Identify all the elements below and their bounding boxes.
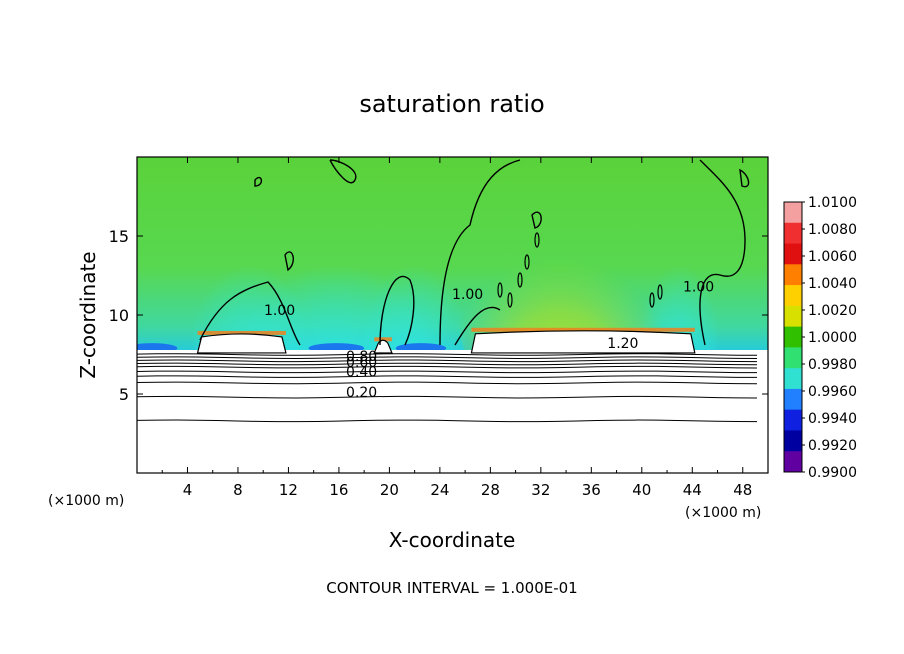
colorbar-label: 1.0100	[808, 195, 857, 211]
contour-cell	[497, 282, 503, 298]
colorbar-swatch	[784, 222, 802, 245]
contour-label: 0.20	[346, 385, 377, 401]
x-tick-label: 36	[582, 481, 601, 499]
colorbar-swatch	[784, 285, 802, 307]
cloud-top-fringe	[471, 327, 695, 332]
x-tick-label: 4	[183, 481, 193, 499]
colorbar-swatch	[784, 368, 802, 390]
x-tick-label: 40	[632, 481, 651, 499]
contour-label: 0.60	[346, 355, 377, 371]
contour-line	[137, 370, 758, 374]
x-tick-label: 16	[329, 481, 348, 499]
x-tick-label: 32	[531, 481, 550, 499]
contour-line	[137, 395, 758, 399]
x-tick-label: 20	[380, 481, 399, 499]
colorbar-swatch	[784, 264, 802, 286]
contour-cell	[524, 254, 530, 270]
contour-label: 1.00	[264, 303, 295, 319]
contour-label: 0.80	[346, 349, 377, 365]
cloud-region	[470, 330, 696, 354]
x-axis-label: X-coordinate	[389, 528, 516, 552]
colorbar-label: 0.9900	[808, 465, 857, 481]
colorbar-label: 1.0060	[808, 249, 857, 265]
x-tick-label: 48	[733, 481, 752, 499]
contour-labels: 1.20 1.00 1.00 1.00 0.800.600.40 0.20	[264, 279, 714, 401]
x-axis-unit-left: (×1000 m)	[48, 493, 124, 509]
contour-line	[137, 365, 758, 369]
contour-interval-note: CONTOUR INTERVAL = 1.000E-01	[326, 579, 577, 597]
colorbar-swatch	[784, 305, 802, 328]
contour-cell	[649, 292, 655, 308]
colorbar-swatch	[784, 326, 802, 348]
colorbar-swatch	[784, 202, 802, 224]
x-axis-ticks: 4 8 12 16 20 24 28 32 36 40 44 48	[161, 157, 752, 499]
colorbar-label: 0.9960	[808, 384, 857, 400]
y-axis-ticks: 5 10 15	[109, 227, 768, 404]
cloud-top-fringe	[197, 330, 286, 335]
x-tick-label: 44	[683, 481, 702, 499]
y-tick-label: 10	[109, 306, 129, 325]
colorbar-swatch	[784, 388, 802, 411]
contour-line-upper	[329, 159, 357, 184]
y-axis-label: Z-coordinate	[76, 251, 100, 378]
contour-line-upper	[454, 306, 501, 346]
contour-label: 1.20	[607, 336, 638, 352]
contour-cell	[507, 292, 513, 308]
contour-lines	[137, 353, 758, 423]
chart-title: saturation ratio	[359, 90, 544, 118]
contour-label: 0.40	[346, 365, 377, 381]
contour-line-upper	[739, 168, 750, 188]
colorbar-swatch	[784, 409, 802, 431]
contour-label: 1.00	[683, 279, 714, 295]
contour-line-upper	[254, 176, 263, 187]
contour-line	[137, 419, 758, 423]
contour-line	[137, 356, 758, 359]
contour-line	[137, 359, 758, 363]
colorbar-label: 1.0000	[808, 330, 857, 346]
colorbar-swatch	[784, 451, 802, 473]
contour-line	[137, 362, 758, 366]
contour-line-upper	[439, 159, 521, 346]
colorbar-label: 0.9980	[808, 357, 857, 373]
contour-line	[137, 375, 758, 378]
contour-line-upper	[284, 251, 294, 272]
colorbar-label: 1.0040	[808, 276, 857, 292]
cloud-top-fringe	[374, 337, 392, 342]
x-tick-label: 24	[430, 481, 449, 499]
colorbar-label: 1.0020	[808, 303, 857, 319]
colorbar: 1.0100 1.0080 1.0060 1.0040 1.0020 1.0000 0.99…	[783, 195, 857, 481]
x-tick-label: 8	[233, 481, 243, 499]
colorbar-swatch	[784, 347, 802, 369]
x-axis-unit-right: (×1000 m)	[685, 505, 761, 521]
unsaturated-region	[137, 350, 768, 473]
x-tick-label: 12	[279, 481, 298, 499]
x-tick-label: 28	[481, 481, 500, 499]
y-tick-label: 15	[109, 227, 129, 246]
colorbar-swatch	[784, 243, 802, 265]
contour-line	[137, 381, 758, 385]
colorbar-label: 1.0080	[808, 222, 857, 238]
contour-line-upper	[531, 211, 542, 229]
colorbar-label: 0.9940	[808, 411, 857, 427]
cloud-region	[373, 339, 393, 354]
contour-line-upper	[199, 281, 301, 346]
colorbar-label: 0.9920	[808, 438, 857, 454]
contour-cell	[534, 232, 540, 248]
contour-line	[137, 353, 758, 356]
cloud-regions	[196, 330, 696, 354]
cloud-region	[196, 333, 287, 354]
contour-label: 1.00	[452, 287, 483, 303]
plot-area	[137, 157, 768, 473]
contour-cell	[517, 272, 523, 288]
upper-contours	[199, 159, 750, 346]
colorbar-swatch	[784, 430, 802, 452]
contour-cell	[657, 284, 663, 300]
contour-line-upper	[379, 275, 415, 346]
contour-line-upper	[699, 159, 746, 346]
y-tick-label: 5	[119, 385, 129, 404]
